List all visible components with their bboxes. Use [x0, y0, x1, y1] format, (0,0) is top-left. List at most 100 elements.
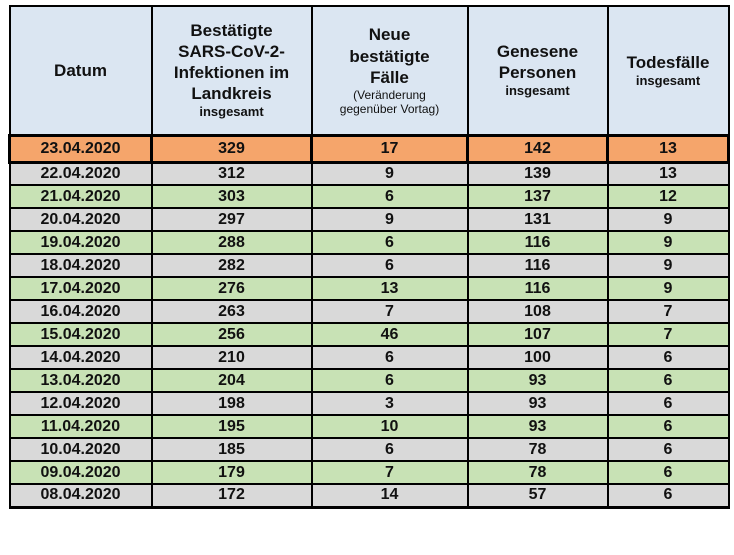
cell-new_cases: 6: [310, 253, 469, 278]
cell-deaths: 6: [606, 437, 730, 462]
covid-stats-table: Datum Bestätigte SARS-CoV-2- Infektionen…: [8, 5, 730, 509]
table-row: 17.04.2020 276 13 116 9: [8, 276, 730, 301]
cell-recovered: 93: [466, 368, 609, 393]
cell-deaths: 13: [606, 133, 730, 164]
cell-recovered: 93: [466, 414, 609, 439]
cell-new_cases: 17: [310, 133, 469, 164]
cell-recovered: 93: [466, 391, 609, 416]
cell-new_cases: 6: [310, 184, 469, 209]
table-row: 08.04.2020 172 14 57 6: [8, 483, 730, 509]
cell-recovered: 100: [466, 345, 609, 370]
table-row: 09.04.2020 179 7 78 6: [8, 460, 730, 485]
cell-datum: 12.04.2020: [8, 391, 153, 416]
table-row: 21.04.2020 303 6 137 12: [8, 184, 730, 209]
header-new-cases: Neue bestätigte Fälle (Veränderung gegen…: [310, 5, 469, 136]
cell-new_cases: 9: [310, 207, 469, 232]
header-new-cases-note: (Veränderung gegenüber Vortag): [339, 87, 440, 116]
cell-deaths: 9: [606, 230, 730, 255]
cell-datum: 17.04.2020: [8, 276, 153, 301]
cell-confirmed: 297: [150, 207, 313, 232]
table-row: 19.04.2020 288 6 116 9: [8, 230, 730, 255]
cell-new_cases: 14: [310, 483, 469, 509]
header-new-cases-label: Neue bestätigte Fälle: [349, 25, 430, 87]
cell-recovered: 116: [466, 230, 609, 255]
table-body: 23.04.2020 329 17 142 13 22.04.2020 312 9 139 13 2…: [8, 133, 730, 509]
cell-datum: 19.04.2020: [8, 230, 153, 255]
cell-deaths: 6: [606, 345, 730, 370]
cell-recovered: 78: [466, 437, 609, 462]
cell-datum: 09.04.2020: [8, 460, 153, 485]
cell-datum: 13.04.2020: [8, 368, 153, 393]
table-row: 13.04.2020 204 6 93 6: [8, 368, 730, 393]
cell-recovered: 57: [466, 483, 609, 509]
cell-recovered: 116: [466, 276, 609, 301]
cell-recovered: 116: [466, 253, 609, 278]
cell-confirmed: 303: [150, 184, 313, 209]
header-recovered-sublabel: insgesamt: [505, 83, 570, 99]
table-row: 15.04.2020 256 46 107 7: [8, 322, 730, 347]
cell-recovered: 108: [466, 299, 609, 324]
cell-new_cases: 6: [310, 437, 469, 462]
cell-datum: 16.04.2020: [8, 299, 153, 324]
cell-confirmed: 179: [150, 460, 313, 485]
cell-new_cases: 6: [310, 345, 469, 370]
cell-confirmed: 329: [150, 133, 313, 164]
cell-deaths: 12: [606, 184, 730, 209]
table-row: 22.04.2020 312 9 139 13: [8, 161, 730, 186]
cell-datum: 08.04.2020: [8, 483, 153, 509]
table-row: 14.04.2020 210 6 100 6: [8, 345, 730, 370]
table-row: 23.04.2020 329 17 142 13: [8, 133, 730, 164]
cell-confirmed: 263: [150, 299, 313, 324]
cell-confirmed: 256: [150, 322, 313, 347]
cell-deaths: 6: [606, 414, 730, 439]
header-datum-label: Datum: [54, 60, 107, 80]
cell-new_cases: 10: [310, 414, 469, 439]
cell-confirmed: 198: [150, 391, 313, 416]
table-header: Datum Bestätigte SARS-CoV-2- Infektionen…: [8, 5, 730, 136]
cell-datum: 23.04.2020: [8, 133, 153, 164]
cell-confirmed: 204: [150, 368, 313, 393]
cell-datum: 14.04.2020: [8, 345, 153, 370]
header-confirmed-total: Bestätigte SARS-CoV-2- Infektionen im La…: [150, 5, 313, 136]
cell-deaths: 9: [606, 207, 730, 232]
cell-deaths: 6: [606, 483, 730, 509]
cell-deaths: 7: [606, 299, 730, 324]
cell-datum: 21.04.2020: [8, 184, 153, 209]
table-row: 18.04.2020 282 6 116 9: [8, 253, 730, 278]
cell-recovered: 107: [466, 322, 609, 347]
cell-confirmed: 185: [150, 437, 313, 462]
cell-confirmed: 210: [150, 345, 313, 370]
cell-confirmed: 312: [150, 161, 313, 186]
cell-new_cases: 7: [310, 299, 469, 324]
table-row: 10.04.2020 185 6 78 6: [8, 437, 730, 462]
cell-recovered: 137: [466, 184, 609, 209]
table-row: 12.04.2020 198 3 93 6: [8, 391, 730, 416]
cell-confirmed: 282: [150, 253, 313, 278]
cell-deaths: 9: [606, 276, 730, 301]
cell-new_cases: 9: [310, 161, 469, 186]
cell-new_cases: 7: [310, 460, 469, 485]
cell-recovered: 139: [466, 161, 609, 186]
cell-datum: 18.04.2020: [8, 253, 153, 278]
cell-confirmed: 195: [150, 414, 313, 439]
cell-recovered: 131: [466, 207, 609, 232]
header-recovered: Genesene Personen insgesamt: [466, 5, 609, 136]
header-deaths-label: Todesfälle: [626, 52, 710, 72]
cell-deaths: 13: [606, 161, 730, 186]
cell-new_cases: 6: [310, 230, 469, 255]
cell-deaths: 7: [606, 322, 730, 347]
cell-new_cases: 3: [310, 391, 469, 416]
cell-confirmed: 288: [150, 230, 313, 255]
cell-datum: 10.04.2020: [8, 437, 153, 462]
cell-recovered: 142: [466, 133, 609, 164]
cell-datum: 11.04.2020: [8, 414, 153, 439]
cell-deaths: 9: [606, 253, 730, 278]
header-confirmed-sublabel: insgesamt: [199, 104, 264, 120]
cell-recovered: 78: [466, 460, 609, 485]
cell-new_cases: 46: [310, 322, 469, 347]
header-recovered-label: Genesene Personen: [496, 42, 579, 83]
table-row: 20.04.2020 297 9 131 9: [8, 207, 730, 232]
cell-new_cases: 6: [310, 368, 469, 393]
cell-datum: 22.04.2020: [8, 161, 153, 186]
header-deaths: Todesfälle insgesamt: [606, 5, 730, 136]
